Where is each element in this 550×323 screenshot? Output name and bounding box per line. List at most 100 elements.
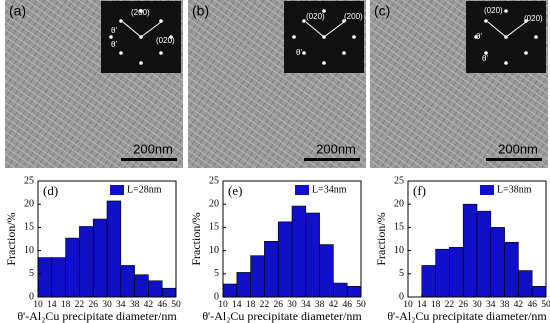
bar [148,280,163,298]
x-tick-label: 26 [273,300,283,310]
saed-label: θ' [296,48,302,57]
legend-label: L=28nm [127,184,162,195]
x-tick-label: 46 [527,300,537,310]
y-tick-label: 10 [24,245,34,256]
y-tick-label: 5 [399,268,404,279]
x-tick-label: 30 [102,300,112,310]
panel-label: (a) [9,3,26,19]
bar [346,286,362,298]
x-tick-label: 50 [171,300,181,310]
bar [435,248,450,298]
legend-label: L=38nm [497,184,532,195]
legend-label: L=34nm [312,184,347,195]
bar [319,244,334,298]
legend-swatch [295,185,309,195]
bar [291,205,307,298]
y-tick-label: 15 [394,222,404,233]
saed-label: (020) [156,36,175,45]
bar [305,212,320,298]
bar [518,270,533,298]
x-tick-label: 34 [301,300,311,310]
diffraction-spot [484,51,488,55]
legend-swatch [480,185,494,195]
diffraction-spot [159,19,163,23]
y-tick-label: 20 [394,198,404,209]
x-tick-label: 38 [500,300,510,310]
bar [333,282,348,298]
bar [65,237,80,298]
y-tick-label: 0 [214,291,219,302]
x-tick-label: 18 [61,300,71,310]
x-axis-label: θ'-Al₂Cu precipitate diameter/nm [17,309,177,323]
saed-arrow [323,21,345,38]
y-tick-label: 25 [394,175,404,186]
x-tick-label: 38 [130,300,140,310]
bar [120,265,135,298]
x-tick-label: 30 [287,300,297,310]
x-tick-label: 26 [88,300,98,310]
diffraction-spot [159,51,163,55]
y-tick-label: 0 [29,291,34,302]
saed-arrow [122,21,142,38]
bar [421,265,436,298]
diffraction-spot [302,51,306,55]
y-tick-label: 10 [394,245,404,256]
y-tick-label: 5 [29,268,34,279]
diffraction-spot [322,61,326,65]
diffraction-spot [504,9,508,13]
x-tick-label: 34 [486,300,496,310]
diffraction-spot [109,35,113,39]
x-tick-label: 42 [329,300,339,310]
y-tick-label: 15 [24,222,34,233]
diffraction-spot [342,51,346,55]
bar [490,227,505,298]
saed-arrow [305,21,325,38]
bar [134,274,149,298]
y-tick-label: 20 [24,198,34,209]
saed-label: θ' [111,26,117,35]
x-tick-label: 46 [157,300,167,310]
saed-label: (200) [344,12,363,21]
panel-label: (e) [228,183,242,198]
x-tick-label: 30 [472,300,482,310]
diffraction-spot [139,61,143,65]
x-tick-label: 34 [116,300,126,310]
bar [236,272,251,298]
y-tick-label: 25 [24,175,34,186]
saed-arrow [505,21,527,38]
bar [462,203,478,298]
diffraction-spot [322,9,326,13]
diffraction-spot [352,35,356,39]
bar [504,241,519,298]
scale-bar-label: 200nm [133,141,173,156]
diffraction-spot [534,35,538,39]
bar [37,257,53,298]
y-axis-label: Fraction/% [4,212,18,265]
saed-label: (200) [131,8,150,17]
x-tick-label: 18 [431,300,441,310]
saed-label: θ' [482,54,488,63]
scale-bar [304,158,360,161]
x-tick-label: 22 [445,300,455,310]
x-tick-label: 38 [315,300,325,310]
bar [161,287,177,298]
scale-bar-label: 200nm [498,141,538,156]
x-tick-label: 42 [514,300,524,310]
panel-label: (c) [374,3,390,19]
saed-arrow [487,21,507,38]
y-tick-label: 5 [214,268,219,279]
x-axis-label: θ'-Al₂Cu precipitate diameter/nm [202,309,362,323]
x-tick-label: 14 [47,300,57,310]
x-tick-label: 10 [33,300,43,310]
saed-arrow [140,21,162,38]
diffraction-spot [302,19,306,23]
y-tick-label: 25 [209,175,219,186]
bar [79,226,94,298]
scale-bar [486,158,542,161]
x-tick-label: 26 [458,300,468,310]
x-axis-label: θ'-Al₂Cu precipitate diameter/nm [387,309,547,323]
saed-label: θ' [111,40,117,49]
x-tick-label: 10 [403,300,413,310]
x-tick-label: 18 [246,300,256,310]
